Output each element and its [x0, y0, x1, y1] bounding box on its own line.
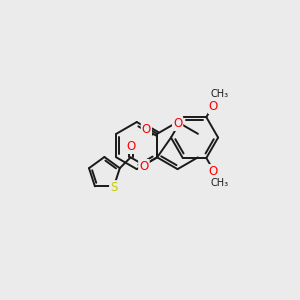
Text: CH₃: CH₃ [211, 89, 229, 100]
Text: O: O [209, 165, 218, 178]
Text: O: O [142, 123, 151, 136]
Text: O: O [126, 140, 135, 153]
Text: O: O [209, 100, 218, 113]
Text: S: S [110, 181, 118, 194]
Text: O: O [173, 117, 182, 130]
Text: CH₃: CH₃ [211, 178, 229, 188]
Text: O: O [139, 160, 148, 173]
Text: CH₃: CH₃ [211, 89, 229, 100]
Text: CH₃: CH₃ [211, 178, 229, 188]
Text: O: O [126, 140, 135, 153]
Text: O: O [209, 165, 218, 178]
Text: S: S [110, 181, 118, 194]
Text: O: O [139, 160, 148, 173]
Text: O: O [142, 123, 151, 136]
Text: O: O [173, 117, 182, 130]
Text: O: O [209, 100, 218, 113]
